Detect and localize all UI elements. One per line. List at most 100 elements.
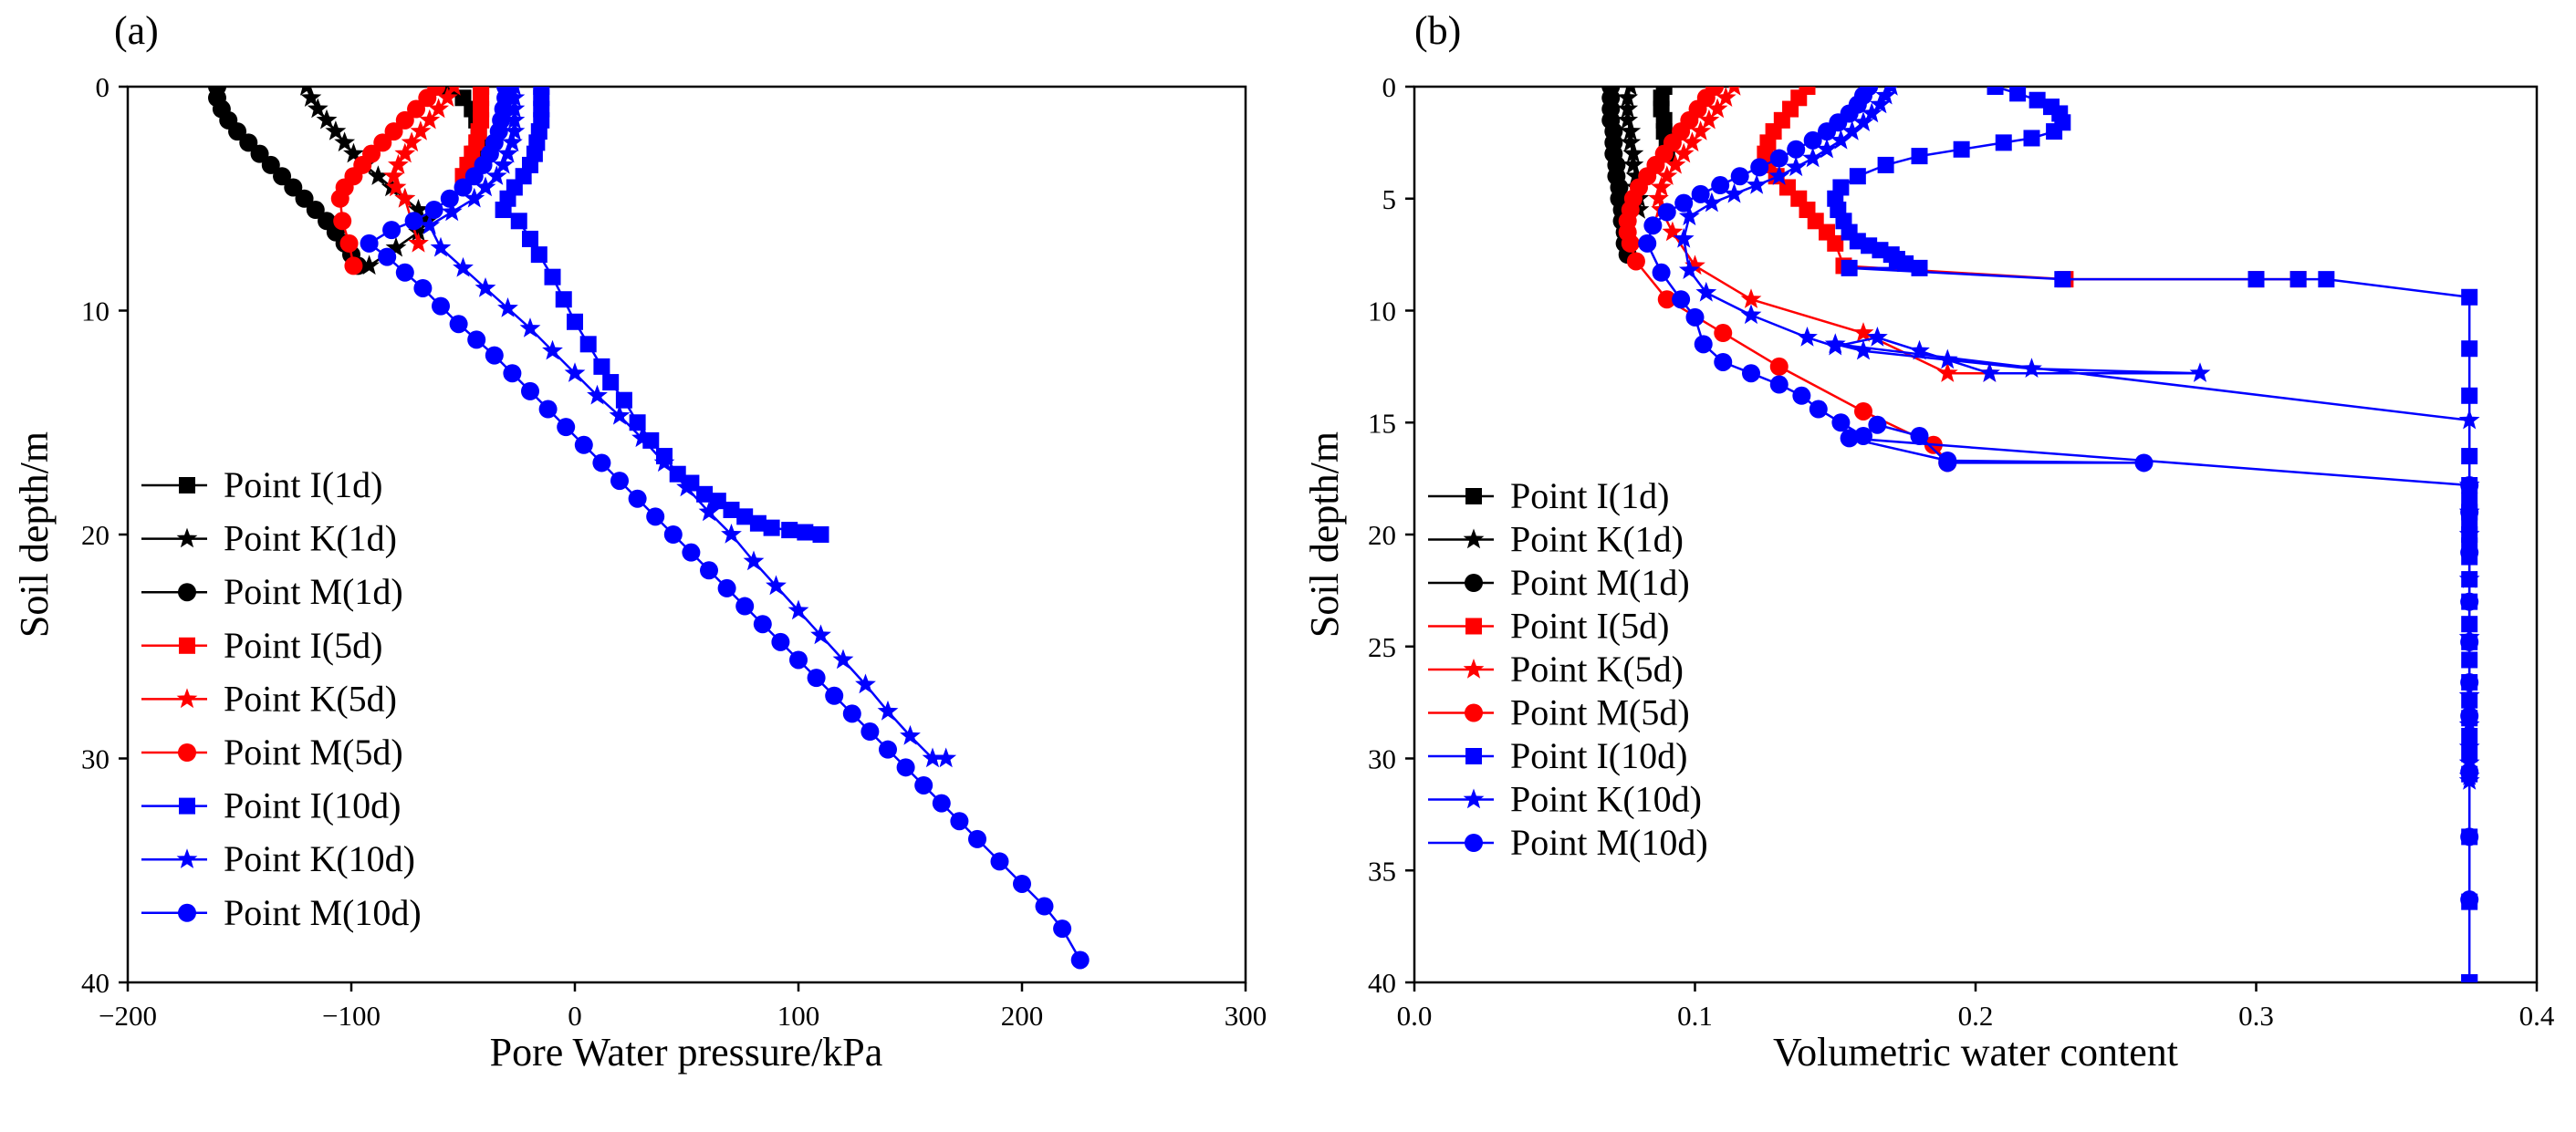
data-point bbox=[628, 489, 647, 508]
legend-item: Point I(5d) bbox=[141, 625, 382, 666]
data-point bbox=[485, 165, 507, 185]
legend-swatch-marker bbox=[1463, 528, 1485, 549]
data-point bbox=[1830, 129, 1851, 150]
data-point bbox=[1674, 193, 1694, 213]
data-point bbox=[359, 254, 380, 275]
data-point bbox=[295, 189, 314, 208]
data-point bbox=[2458, 409, 2480, 430]
y-tick-label: 5 bbox=[1382, 183, 1397, 215]
legend-swatch-marker bbox=[179, 637, 195, 654]
legend-swatch-marker bbox=[179, 797, 195, 815]
x-tick-label: −200 bbox=[99, 1000, 157, 1032]
data-point bbox=[1995, 134, 2012, 151]
y-tick-label: 25 bbox=[1368, 631, 1396, 663]
data-point bbox=[567, 313, 583, 330]
data-point bbox=[1911, 148, 1928, 165]
data-point bbox=[1626, 252, 1645, 271]
data-point bbox=[631, 427, 652, 448]
data-point bbox=[832, 649, 854, 670]
data-point bbox=[1664, 153, 1686, 174]
data-point bbox=[2460, 890, 2479, 909]
x-tick-label: 200 bbox=[1001, 1000, 1044, 1032]
legend-item: Point I(10d) bbox=[1428, 735, 1687, 776]
legend-swatch-marker bbox=[178, 743, 196, 762]
panel-b-letter: (b) bbox=[1414, 8, 1461, 53]
data-point bbox=[1827, 234, 1844, 252]
y-tick-label: 30 bbox=[81, 743, 110, 775]
data-point bbox=[493, 153, 514, 174]
series-point-m-10d- bbox=[1638, 87, 2479, 909]
legend-item: Point M(10d) bbox=[1428, 822, 1708, 863]
data-point bbox=[428, 98, 449, 119]
y-tick-label: 10 bbox=[81, 296, 110, 327]
panel-b-series bbox=[1601, 87, 2480, 982]
data-point bbox=[325, 120, 347, 140]
data-point bbox=[709, 493, 726, 510]
data-point bbox=[1802, 147, 1824, 168]
data-point bbox=[273, 167, 292, 186]
data-point bbox=[1868, 415, 1887, 434]
series-point-k-5d- bbox=[383, 87, 461, 253]
data-point bbox=[1648, 187, 1669, 208]
data-point bbox=[464, 167, 484, 186]
data-point bbox=[453, 256, 474, 277]
data-point bbox=[615, 391, 632, 409]
data-point bbox=[1657, 290, 1676, 309]
data-point bbox=[1625, 165, 1647, 185]
series-line bbox=[368, 87, 1081, 961]
data-point bbox=[378, 247, 397, 266]
data-point bbox=[1911, 259, 1928, 276]
data-point bbox=[609, 404, 631, 425]
data-point bbox=[2046, 123, 2063, 140]
data-point bbox=[1621, 234, 1640, 253]
data-point bbox=[579, 336, 597, 353]
data-point bbox=[1854, 426, 1872, 445]
legend-label: Point M(5d) bbox=[224, 732, 403, 773]
data-point bbox=[1816, 138, 1838, 159]
data-point bbox=[2460, 503, 2479, 522]
data-point bbox=[464, 187, 485, 208]
data-point bbox=[1706, 98, 1728, 119]
data-point bbox=[1742, 364, 1760, 383]
data-point bbox=[1684, 254, 1705, 275]
legend-label: Point M(10d) bbox=[1510, 822, 1708, 863]
legend-swatch-marker bbox=[1463, 659, 1485, 679]
legend-item: Point M(1d) bbox=[1428, 562, 1690, 603]
legend-swatch-marker bbox=[1465, 618, 1482, 635]
data-point bbox=[419, 214, 441, 234]
data-point bbox=[860, 722, 880, 742]
legend-item: Point I(1d) bbox=[141, 464, 382, 505]
data-point bbox=[1750, 158, 1769, 177]
data-point bbox=[698, 501, 720, 522]
data-point bbox=[753, 615, 772, 634]
data-point bbox=[653, 452, 675, 473]
x-tick-label: 100 bbox=[777, 1000, 820, 1032]
legend-swatch-marker bbox=[176, 848, 198, 868]
data-point bbox=[771, 632, 790, 651]
data-point bbox=[1909, 339, 1930, 360]
data-point bbox=[1979, 362, 2000, 382]
data-point bbox=[467, 330, 486, 349]
data-point bbox=[2189, 362, 2211, 382]
data-point bbox=[1809, 400, 1828, 419]
data-point bbox=[1854, 401, 1872, 421]
data-point bbox=[408, 232, 429, 253]
legend-label: Point I(5d) bbox=[224, 625, 382, 666]
data-point bbox=[382, 221, 402, 240]
legend-label: Point K(10d) bbox=[224, 838, 415, 879]
data-point bbox=[781, 522, 798, 539]
legend-label: Point I(5d) bbox=[1510, 606, 1669, 647]
data-point bbox=[497, 297, 518, 317]
legend-item: Point K(5d) bbox=[1428, 649, 1684, 690]
series-line bbox=[1834, 87, 2471, 982]
panel-a-series bbox=[208, 87, 1090, 970]
data-point bbox=[1861, 102, 1882, 123]
data-point bbox=[542, 339, 563, 360]
data-point bbox=[1727, 87, 1741, 96]
legend-item: Point I(1d) bbox=[1428, 475, 1669, 516]
panel-b-yticks: 0 5 10 15 20 25 30 35 40 bbox=[1368, 71, 1414, 999]
data-point bbox=[1877, 156, 1894, 173]
data-point bbox=[502, 131, 523, 152]
x-tick-label: 0.3 bbox=[2238, 1000, 2274, 1032]
data-point bbox=[1797, 327, 1818, 347]
